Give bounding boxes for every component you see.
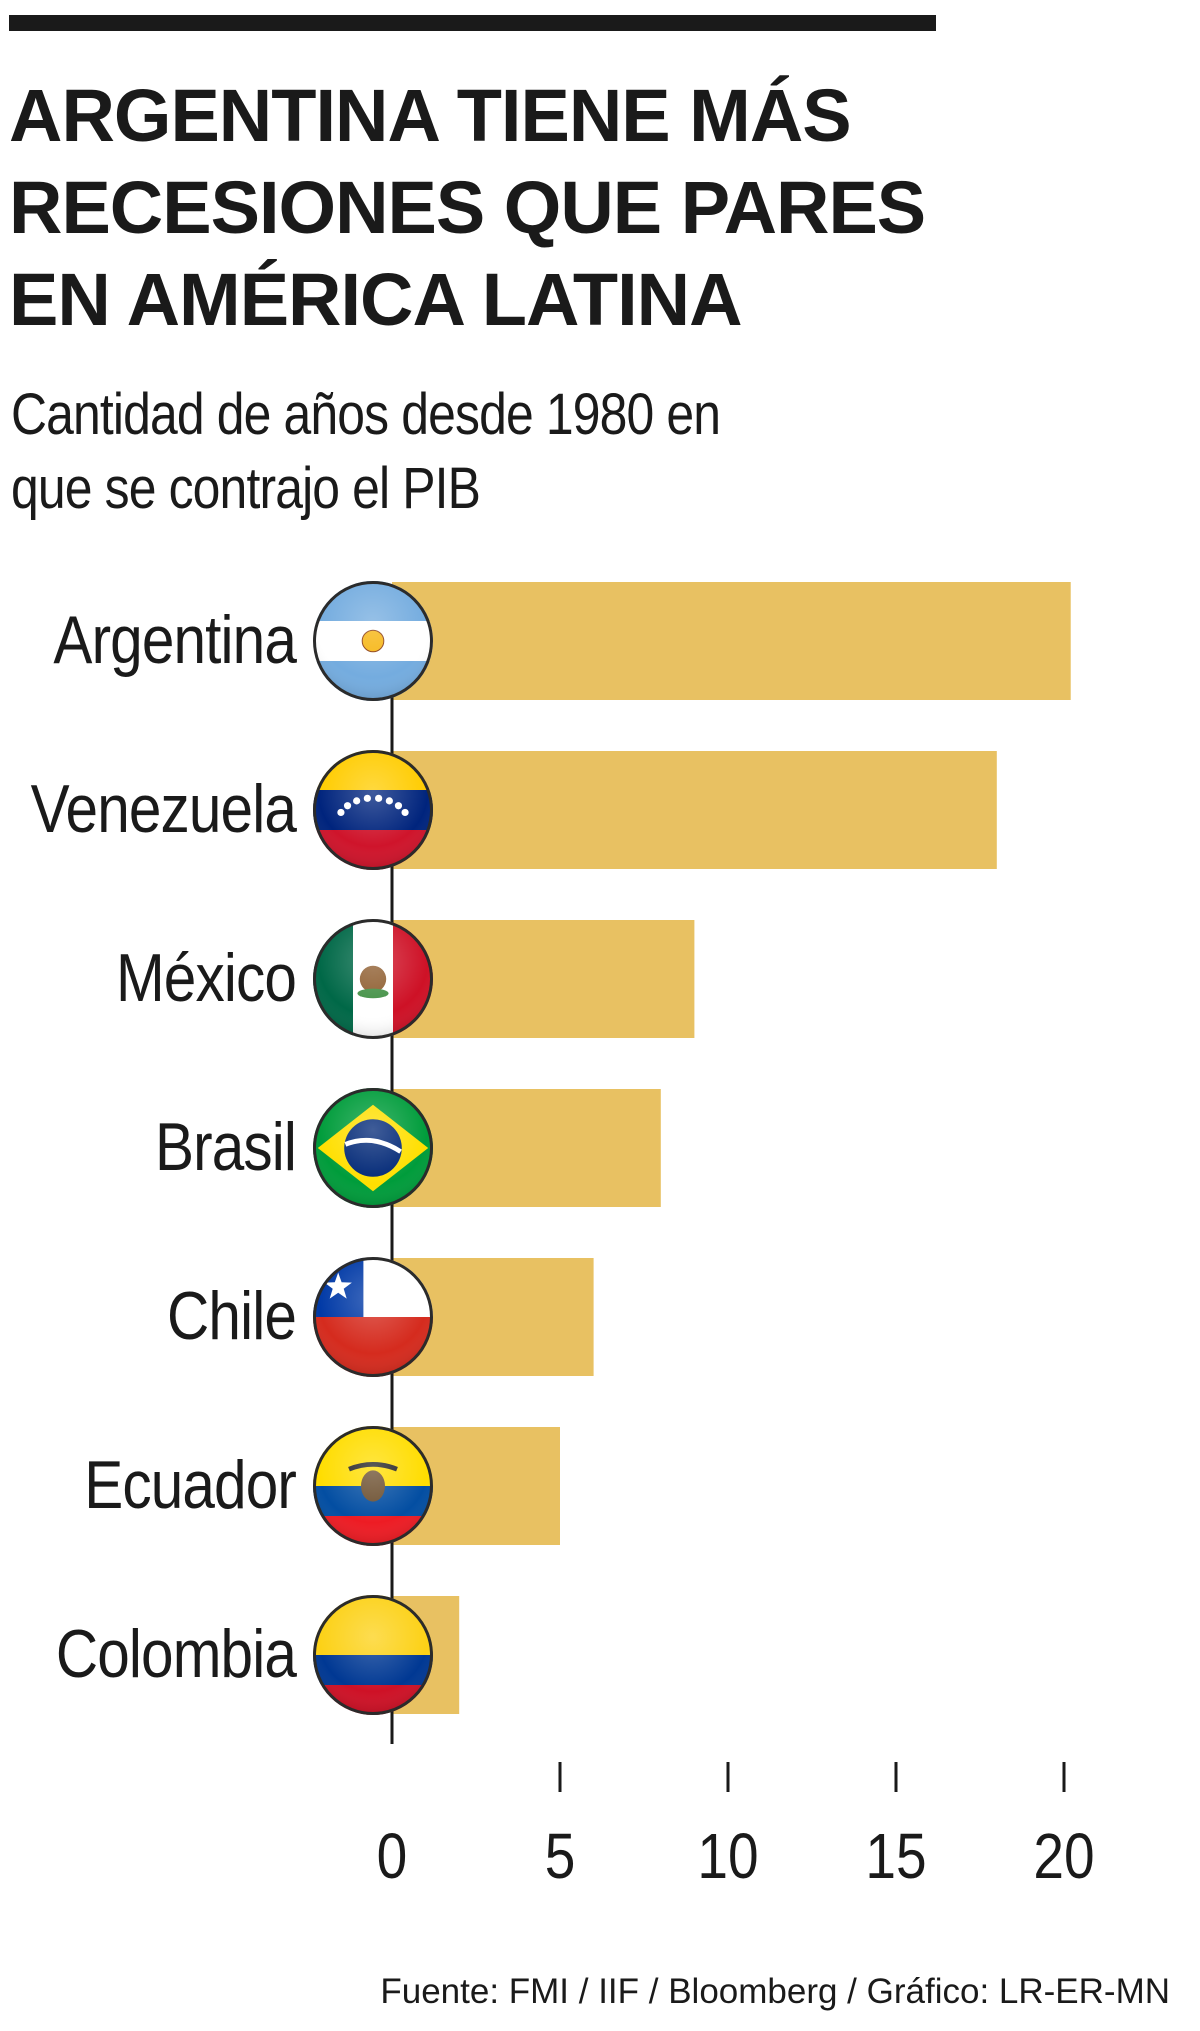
bar-brasil — [392, 1089, 661, 1207]
ecuador-flag-icon — [313, 1426, 433, 1546]
bar-argentina — [392, 582, 1071, 700]
category-label-chile: Chile — [167, 1279, 296, 1354]
flags-layer — [313, 581, 433, 1715]
bars-layer — [392, 582, 1071, 1714]
chart-title: ARGENTINA TIENE MÁS RECESIONES QUE PARES… — [9, 70, 1159, 346]
colombia-flag-icon — [313, 1595, 433, 1715]
category-label-ecuador: Ecuador — [84, 1448, 297, 1523]
subtitle-line: que se contrajo el PIB — [11, 456, 481, 521]
x-tick-label: 5 — [545, 1820, 576, 1892]
top-rule — [9, 15, 936, 31]
bar-venezuela — [392, 751, 997, 869]
venezuela-flag-icon — [313, 750, 433, 870]
mexico-flag-icon — [313, 919, 433, 1039]
brazil-flag-icon — [313, 1088, 433, 1208]
category-labels: Argentina Venezuela México Brasil Chile Ecuad… — [31, 603, 299, 1692]
argentina-flag-icon — [313, 581, 433, 701]
subtitle-line: Cantidad de años desde 1980 en — [11, 382, 721, 447]
chile-flag-icon — [313, 1257, 433, 1377]
x-tick-label: 10 — [697, 1820, 758, 1892]
category-label-venezuela: Venezuela — [31, 772, 298, 847]
title-line: ARGENTINA TIENE MÁS — [9, 74, 852, 157]
x-tick-label: 20 — [1033, 1820, 1094, 1892]
category-label-colombia: Colombia — [56, 1617, 298, 1692]
category-label-mexico: México — [116, 941, 296, 1016]
title-line: EN AMÉRICA LATINA — [9, 258, 743, 341]
category-label-brasil: Brasil — [155, 1110, 296, 1185]
x-tick-label: 15 — [865, 1820, 926, 1892]
x-tick-label: 0 — [377, 1820, 408, 1892]
x-axis-ticks: 0 5 10 15 20 — [377, 1762, 1095, 1892]
title-line: RECESIONES QUE PARES — [9, 166, 926, 249]
source-note: Fuente: FMI / IIF / Bloomberg / Gráfico:… — [380, 1972, 1170, 2011]
chart-subtitle: Cantidad de años desde 1980 en que se co… — [11, 378, 871, 526]
category-label-argentina: Argentina — [53, 603, 297, 678]
bar-chart: Argentina Venezuela México Brasil Chile Ecuad… — [31, 581, 1095, 1892]
bar-mexico — [392, 920, 695, 1038]
